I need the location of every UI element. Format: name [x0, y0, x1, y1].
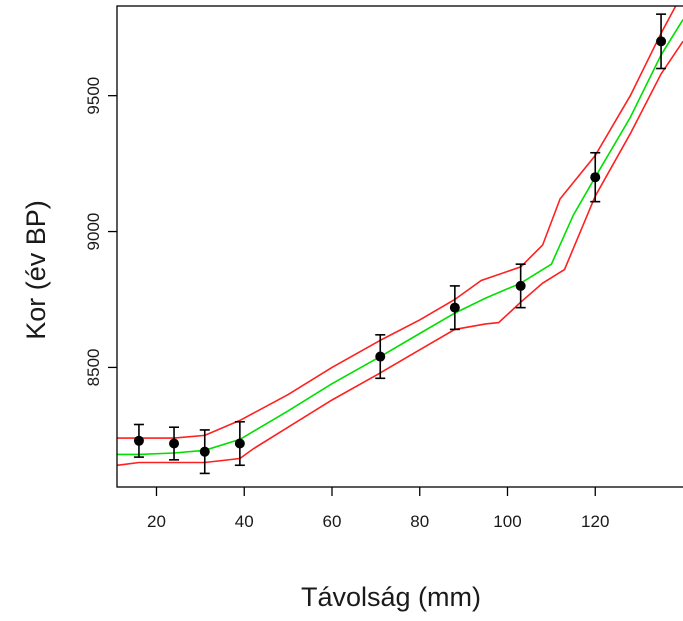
upper-bound-line — [117, 0, 683, 438]
x-axis: 20 40 60 80 100 120 — [147, 487, 609, 531]
y-axis-label: Kor (év BP) — [21, 200, 51, 340]
plot-frame — [117, 6, 683, 487]
y-axis: 8500 9000 9500 — [84, 77, 117, 387]
lower-bound-line — [117, 41, 683, 465]
data-points — [134, 36, 666, 456]
x-tick-label: 120 — [581, 512, 609, 531]
x-tick-label: 60 — [323, 512, 342, 531]
x-tick-label: 40 — [235, 512, 254, 531]
y-tick-label: 8500 — [84, 349, 103, 387]
data-point — [375, 352, 385, 362]
y-tick-label: 9000 — [84, 213, 103, 251]
fit-line — [117, 20, 683, 455]
data-point — [134, 436, 144, 446]
data-point — [590, 172, 600, 182]
data-point — [450, 303, 460, 313]
x-tick-label: 20 — [147, 512, 166, 531]
error-bars — [134, 14, 666, 473]
data-point — [656, 36, 666, 46]
data-point — [169, 439, 179, 449]
x-tick-label: 100 — [493, 512, 521, 531]
data-point — [235, 439, 245, 449]
data-point — [516, 281, 526, 291]
x-axis-label: Távolság (mm) — [301, 582, 481, 612]
data-point — [200, 447, 210, 457]
y-tick-label: 9500 — [84, 77, 103, 115]
x-tick-label: 80 — [410, 512, 429, 531]
plot-lines — [117, 0, 683, 465]
